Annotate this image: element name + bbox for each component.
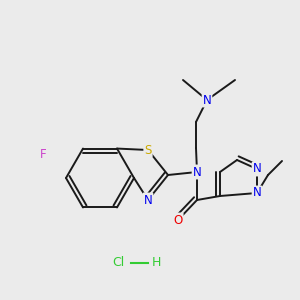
Text: S: S <box>144 143 152 157</box>
Text: Cl: Cl <box>112 256 124 269</box>
Text: F: F <box>40 148 46 161</box>
Text: N: N <box>253 187 261 200</box>
Text: N: N <box>193 166 201 178</box>
Text: H: H <box>151 256 161 269</box>
Text: N: N <box>144 194 152 206</box>
Text: N: N <box>253 163 261 176</box>
Text: N: N <box>202 94 211 106</box>
Text: O: O <box>173 214 183 226</box>
